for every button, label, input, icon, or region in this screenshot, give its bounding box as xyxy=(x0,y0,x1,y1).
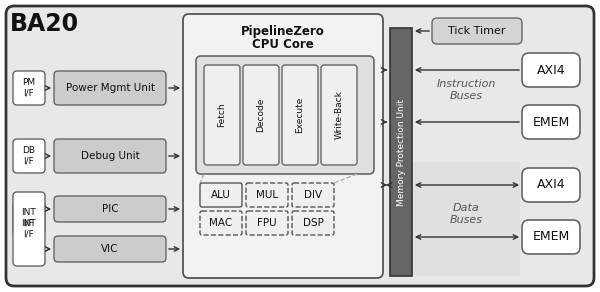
FancyBboxPatch shape xyxy=(13,71,45,105)
Text: DSP: DSP xyxy=(302,218,323,228)
Text: MUL: MUL xyxy=(256,190,278,200)
FancyBboxPatch shape xyxy=(522,105,580,139)
FancyBboxPatch shape xyxy=(246,183,288,207)
FancyBboxPatch shape xyxy=(54,196,166,222)
FancyBboxPatch shape xyxy=(432,18,522,44)
FancyBboxPatch shape xyxy=(321,65,357,165)
Text: Memory Protection Unit: Memory Protection Unit xyxy=(397,98,406,206)
FancyBboxPatch shape xyxy=(200,183,242,207)
Text: Write-Back: Write-Back xyxy=(335,91,343,140)
Text: EMEM: EMEM xyxy=(532,230,569,244)
FancyBboxPatch shape xyxy=(13,201,45,235)
FancyBboxPatch shape xyxy=(200,211,242,235)
Text: INT
I/F: INT I/F xyxy=(22,219,37,239)
Text: FPU: FPU xyxy=(257,218,277,228)
Text: Decode: Decode xyxy=(257,98,265,132)
FancyBboxPatch shape xyxy=(412,162,520,276)
Text: Fetch: Fetch xyxy=(218,103,227,127)
Text: PIC: PIC xyxy=(101,204,118,214)
Text: DIV: DIV xyxy=(304,190,322,200)
Text: Data
Buses: Data Buses xyxy=(449,203,482,225)
Text: Power Mgmt Unit: Power Mgmt Unit xyxy=(65,83,155,93)
FancyBboxPatch shape xyxy=(522,220,580,254)
Text: ALU: ALU xyxy=(211,190,231,200)
Text: Instruction
Buses: Instruction Buses xyxy=(436,79,496,101)
FancyBboxPatch shape xyxy=(54,236,166,262)
FancyBboxPatch shape xyxy=(292,211,334,235)
FancyBboxPatch shape xyxy=(54,139,166,173)
FancyBboxPatch shape xyxy=(13,192,45,266)
Text: CPU Core: CPU Core xyxy=(252,37,314,51)
Text: INT
I/F: INT I/F xyxy=(22,208,37,228)
FancyBboxPatch shape xyxy=(13,139,45,173)
FancyBboxPatch shape xyxy=(204,65,240,165)
Text: AXI4: AXI4 xyxy=(536,178,565,192)
Text: PM
I/F: PM I/F xyxy=(22,78,35,98)
FancyBboxPatch shape xyxy=(6,6,594,286)
FancyBboxPatch shape xyxy=(243,65,279,165)
FancyBboxPatch shape xyxy=(522,53,580,87)
Text: Tick Timer: Tick Timer xyxy=(448,26,506,36)
Text: DB
I/F: DB I/F xyxy=(23,146,35,166)
FancyBboxPatch shape xyxy=(183,14,383,278)
Text: MAC: MAC xyxy=(209,218,233,228)
FancyBboxPatch shape xyxy=(522,168,580,202)
Text: Debug Unit: Debug Unit xyxy=(80,151,139,161)
FancyBboxPatch shape xyxy=(282,65,318,165)
Text: BA20: BA20 xyxy=(10,12,79,36)
FancyBboxPatch shape xyxy=(196,56,374,174)
FancyBboxPatch shape xyxy=(292,183,334,207)
Text: VIC: VIC xyxy=(101,244,119,254)
Text: AXI4: AXI4 xyxy=(536,63,565,77)
FancyBboxPatch shape xyxy=(54,71,166,105)
Text: PipelineZero: PipelineZero xyxy=(241,25,325,39)
Text: EMEM: EMEM xyxy=(532,116,569,128)
FancyBboxPatch shape xyxy=(412,28,520,162)
FancyBboxPatch shape xyxy=(246,211,288,235)
Bar xyxy=(390,28,412,276)
Text: Execute: Execute xyxy=(296,97,305,133)
